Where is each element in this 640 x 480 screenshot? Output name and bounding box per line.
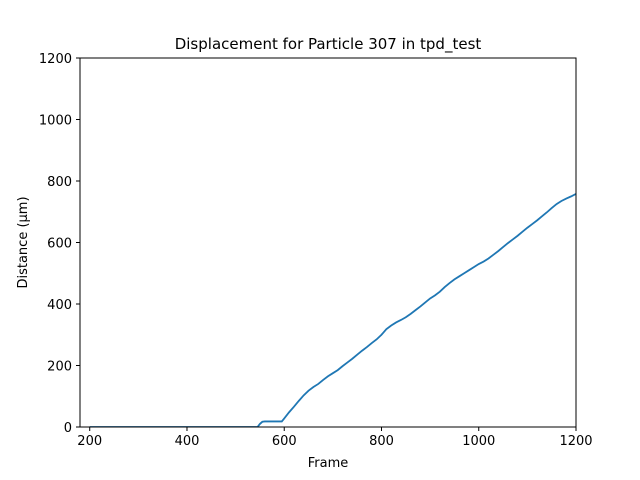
chart-title: Displacement for Particle 307 in tpd_tes…	[175, 35, 482, 54]
y-tick-label: 1000	[39, 114, 72, 129]
x-tick-label: 600	[272, 434, 297, 449]
axes: 200 400 600 800 1000 1200 0 200 400 600 800 1000 120…	[39, 52, 593, 449]
x-tick-label: 1000	[462, 434, 495, 449]
x-tick-label: 200	[77, 434, 102, 449]
plot-area	[89, 193, 576, 427]
y-axis-label: Distance (µm)	[16, 196, 31, 288]
y-tick-label: 0	[64, 421, 72, 436]
y-tick-label: 1200	[39, 52, 72, 67]
x-tick-label: 400	[175, 434, 200, 449]
series-line	[89, 193, 576, 427]
x-axis-label: Frame	[308, 456, 349, 471]
y-tick-label: 600	[47, 237, 72, 252]
y-tick-label: 400	[47, 298, 72, 313]
x-tick-label: 1200	[559, 434, 592, 449]
y-tick-label: 800	[47, 175, 72, 190]
plot-frame	[79, 57, 577, 428]
x-tick-label: 800	[369, 434, 394, 449]
y-tick-label: 200	[47, 360, 72, 375]
